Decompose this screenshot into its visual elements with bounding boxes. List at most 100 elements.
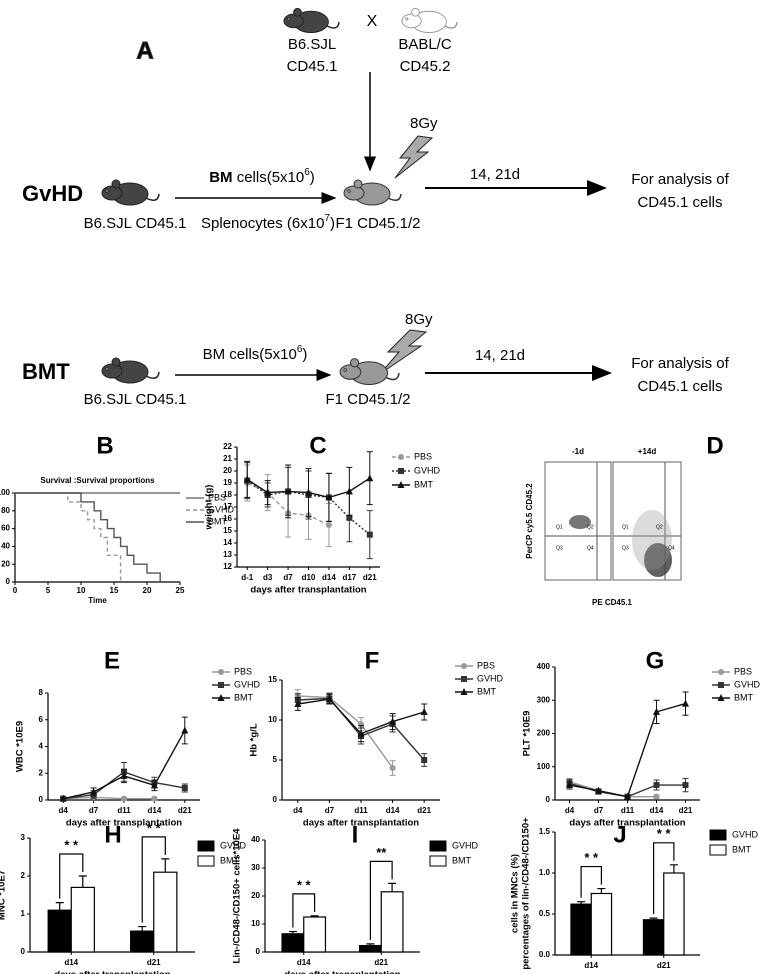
- strain-label: CD45.2: [400, 58, 451, 75]
- axis-label: PerCP cy5.5 CD45.2: [525, 483, 534, 559]
- legend-label: BMT: [234, 692, 254, 702]
- y-axis-label: percentages of lin-/CD48-/CD150+: [521, 817, 532, 970]
- cell-cluster: [569, 515, 591, 529]
- x-tick-label: d7: [89, 806, 99, 815]
- mouse-icon: [101, 179, 160, 206]
- significance-label: * *: [584, 850, 599, 865]
- series-line: [15, 492, 122, 582]
- significance-label: * *: [64, 837, 79, 852]
- graft-label: BM cells(5x106): [209, 167, 315, 186]
- x-axis-label: days after transplantation: [569, 973, 685, 974]
- y-tick-label: 1.0: [539, 868, 551, 877]
- y-tick-label: 13: [223, 550, 232, 559]
- x-tick-label: 25: [176, 586, 185, 595]
- data-point: [181, 784, 188, 791]
- y-tick-label: 0: [39, 795, 44, 804]
- bar: [570, 903, 592, 956]
- y-tick-label: 30: [251, 863, 260, 872]
- legend-label: PBS: [734, 666, 752, 676]
- y-tick-label: 0: [256, 947, 261, 956]
- strain-label: BABL/C: [398, 36, 452, 53]
- series-line: [15, 492, 161, 582]
- legend-label: BMT: [414, 479, 434, 489]
- data-point: [389, 765, 396, 771]
- x-tick-label: d21: [657, 961, 671, 970]
- bar: [358, 944, 382, 953]
- legend-marker: [460, 688, 468, 695]
- data-point: [566, 781, 573, 789]
- bar: [153, 871, 178, 953]
- x-tick-label: d21: [178, 806, 192, 815]
- quadrant-label: Q1: [556, 524, 563, 530]
- y-tick-label: 200: [537, 729, 551, 738]
- y-tick-label: 19: [223, 478, 232, 487]
- strain-label: CD45.1: [287, 58, 338, 75]
- data-point: [243, 475, 251, 483]
- bar: [130, 930, 155, 953]
- y-tick-label: 40: [251, 835, 260, 844]
- legend-label: BMT: [732, 844, 752, 854]
- x-axis-label: Time: [88, 596, 107, 605]
- x-tick-label: d21: [374, 958, 388, 967]
- dose: 8Gy: [410, 115, 438, 132]
- graft-label-part: BM: [209, 169, 232, 186]
- legend-marker: [218, 669, 224, 675]
- x-tick-label: d14: [64, 958, 78, 967]
- error-bar: [161, 858, 170, 873]
- data-point: [595, 786, 602, 794]
- x-tick-label: d21: [679, 806, 693, 815]
- y-axis-label: WBC *10E9: [15, 721, 26, 772]
- x-tick-label: d11: [621, 806, 635, 815]
- strain-label: B6.SJL: [288, 36, 336, 53]
- y-tick-label: 80: [1, 506, 10, 515]
- error-bar: [388, 882, 397, 892]
- graft-label-part: 6: [304, 167, 310, 178]
- error-bar: [288, 930, 297, 934]
- y-tick-label: 1: [21, 909, 26, 918]
- x-tick-label: d21: [147, 958, 161, 967]
- y-tick-label: 0: [546, 795, 551, 804]
- legend-label: BMT: [477, 686, 497, 696]
- legend-swatch: [429, 840, 447, 852]
- bar: [380, 891, 404, 953]
- data-point: [345, 487, 353, 495]
- data-point: [305, 488, 312, 496]
- gate-title: +14d: [638, 447, 657, 456]
- legend-marker: [397, 481, 405, 488]
- data-point: [421, 757, 428, 763]
- y-tick-label: 0.0: [539, 950, 551, 959]
- y-tick-label: 10: [251, 919, 260, 928]
- significance-label: * *: [657, 826, 672, 841]
- graft-label-part: BM cells(5x10: [203, 346, 297, 363]
- quadrant-label: Q3: [556, 545, 563, 551]
- y-tick-label: 2: [21, 871, 26, 880]
- legend-swatch: [709, 829, 727, 841]
- outcome-label: For analysis of: [631, 355, 729, 372]
- y-tick-label: 14: [223, 538, 232, 547]
- cross-symbol: X: [367, 13, 378, 30]
- legend-label: BMT: [208, 516, 228, 526]
- legend-marker: [718, 669, 724, 675]
- time-label: 14, 21d: [475, 347, 525, 364]
- flow-plot: [544, 461, 612, 581]
- x-axis-label: days after transplantation: [303, 818, 419, 829]
- y-tick-label: 20: [1, 559, 10, 568]
- significance-bracket: [369, 860, 393, 940]
- y-tick-label: 22: [223, 442, 232, 451]
- data-point: [264, 488, 272, 496]
- x-axis-label: days after transplantation: [284, 970, 400, 974]
- panel-letter: H: [104, 821, 121, 848]
- x-tick-label: d4: [293, 806, 303, 815]
- quadrant-label: Q2: [587, 524, 594, 530]
- legend-label: GVHD: [477, 673, 504, 683]
- data-point: [325, 493, 333, 501]
- y-tick-label: 60: [1, 524, 10, 533]
- x-axis-label: days after transplantation: [54, 970, 170, 974]
- quadrant-label: Q4: [587, 545, 594, 551]
- y-tick-label: 3: [21, 833, 26, 842]
- panel-letter: J: [613, 821, 626, 848]
- panel-letter: D: [706, 432, 723, 459]
- data-point: [389, 717, 397, 725]
- y-axis-label: Hb *g/L: [249, 723, 260, 756]
- data-point: [682, 699, 689, 707]
